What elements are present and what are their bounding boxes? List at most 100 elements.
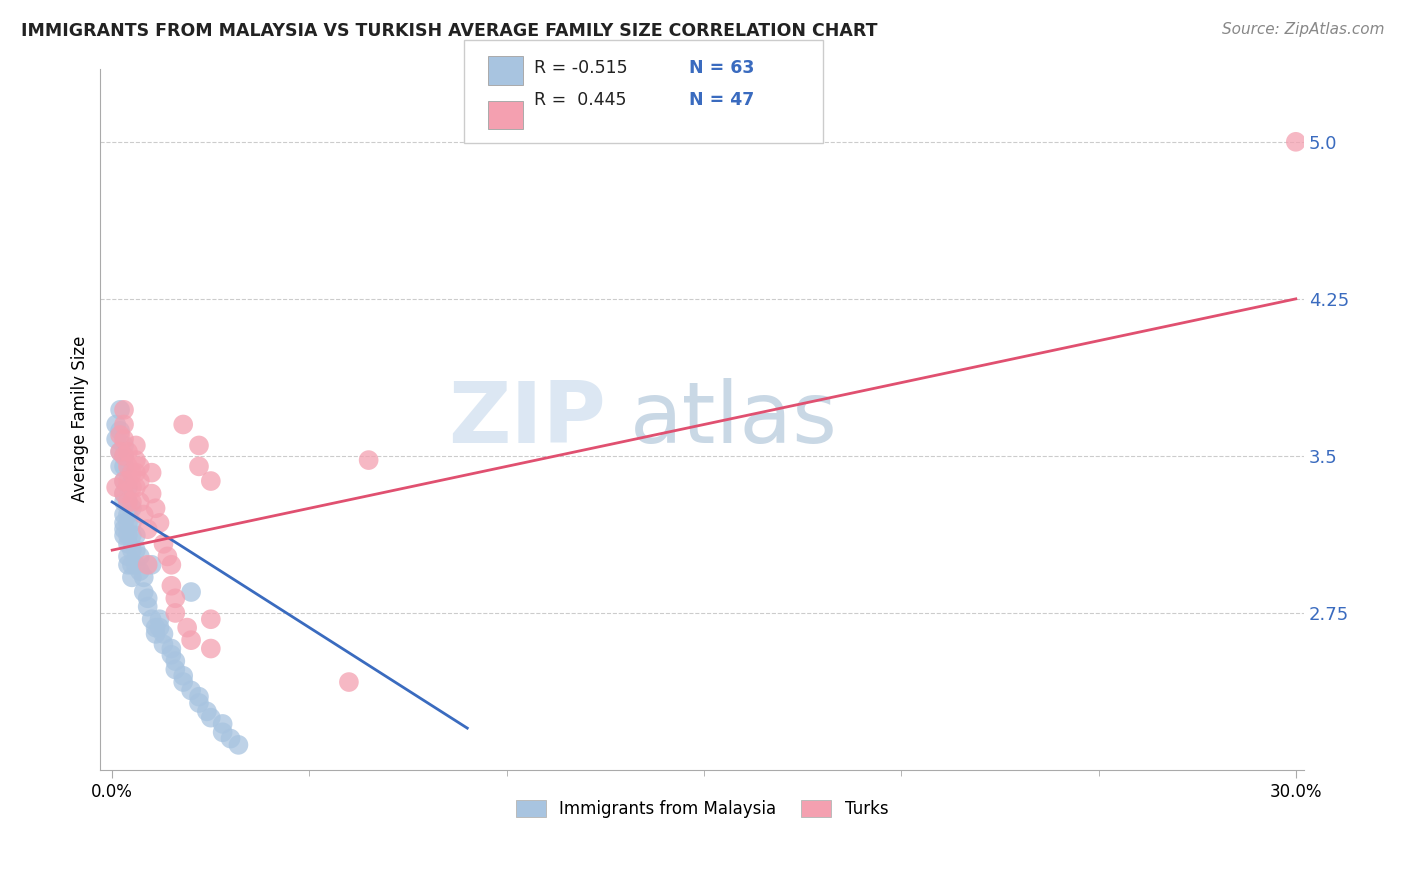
Point: [112, 449, 135, 463]
Point: [125, 558, 148, 572]
Point: [128, 459, 150, 474]
Point: [112, 438, 135, 452]
Point: [125, 466, 148, 480]
Point: [148, 516, 170, 530]
Point: [105, 480, 128, 494]
Point: [180, 633, 202, 648]
Point: [165, 654, 187, 668]
Point: [117, 508, 139, 522]
Point: [108, 424, 131, 438]
Point: [211, 717, 233, 731]
Point: [195, 704, 218, 718]
Point: [108, 402, 131, 417]
Point: [121, 480, 143, 494]
Point: [160, 648, 183, 662]
Text: N = 63: N = 63: [689, 59, 754, 77]
Point: [1285, 135, 1308, 149]
Point: [357, 453, 380, 467]
Point: [108, 444, 131, 458]
Point: [337, 675, 360, 690]
Point: [117, 558, 139, 572]
Point: [160, 579, 183, 593]
Point: [136, 599, 159, 614]
Point: [188, 438, 211, 452]
Point: [117, 459, 139, 474]
Point: [112, 486, 135, 500]
Point: [105, 432, 128, 446]
Point: [156, 549, 179, 564]
Point: [172, 417, 194, 432]
Point: [121, 516, 143, 530]
Point: [172, 675, 194, 690]
Point: [141, 558, 163, 572]
Text: IMMIGRANTS FROM MALAYSIA VS TURKISH AVERAGE FAMILY SIZE CORRELATION CHART: IMMIGRANTS FROM MALAYSIA VS TURKISH AVER…: [21, 22, 877, 40]
Point: [108, 459, 131, 474]
Point: [132, 508, 155, 522]
Point: [145, 621, 167, 635]
Point: [148, 612, 170, 626]
Point: [112, 417, 135, 432]
Point: [112, 528, 135, 542]
Point: [219, 731, 242, 746]
Point: [125, 528, 148, 542]
Point: [125, 453, 148, 467]
Point: [165, 663, 187, 677]
Point: [188, 696, 211, 710]
Text: ZIP: ZIP: [449, 377, 606, 461]
Point: [128, 549, 150, 564]
Point: [200, 711, 222, 725]
Text: R =  0.445: R = 0.445: [534, 91, 627, 109]
Point: [180, 585, 202, 599]
Point: [112, 474, 135, 488]
Point: [136, 558, 159, 572]
Point: [152, 537, 174, 551]
Point: [117, 495, 139, 509]
Point: [117, 528, 139, 542]
Point: [200, 474, 222, 488]
Point: [188, 459, 211, 474]
Point: [117, 549, 139, 564]
Point: [121, 543, 143, 558]
Point: [145, 627, 167, 641]
Point: [188, 690, 211, 704]
Point: [152, 637, 174, 651]
Point: [152, 627, 174, 641]
Point: [141, 486, 163, 500]
Point: [112, 495, 135, 509]
Point: [125, 480, 148, 494]
Point: [112, 449, 135, 463]
Point: [112, 402, 135, 417]
Point: [112, 432, 135, 446]
Point: [125, 438, 148, 452]
Point: [200, 641, 222, 656]
Point: [128, 564, 150, 578]
Point: [121, 570, 143, 584]
Point: [128, 474, 150, 488]
Point: [172, 669, 194, 683]
Y-axis label: Average Family Size: Average Family Size: [72, 336, 89, 502]
Point: [121, 495, 143, 509]
Point: [176, 621, 198, 635]
Point: [141, 466, 163, 480]
Point: [148, 621, 170, 635]
Point: [121, 501, 143, 516]
Point: [128, 495, 150, 509]
Point: [165, 591, 187, 606]
Point: [160, 641, 183, 656]
Point: [108, 428, 131, 442]
Point: [180, 683, 202, 698]
Text: N = 47: N = 47: [689, 91, 754, 109]
Point: [117, 516, 139, 530]
Point: [112, 516, 135, 530]
Point: [112, 508, 135, 522]
Point: [117, 495, 139, 509]
Point: [105, 417, 128, 432]
Point: [112, 522, 135, 536]
Legend: Immigrants from Malaysia, Turks: Immigrants from Malaysia, Turks: [509, 793, 894, 825]
Point: [160, 558, 183, 572]
Point: [108, 444, 131, 458]
Point: [121, 528, 143, 542]
Point: [112, 459, 135, 474]
Point: [132, 570, 155, 584]
Point: [117, 480, 139, 494]
